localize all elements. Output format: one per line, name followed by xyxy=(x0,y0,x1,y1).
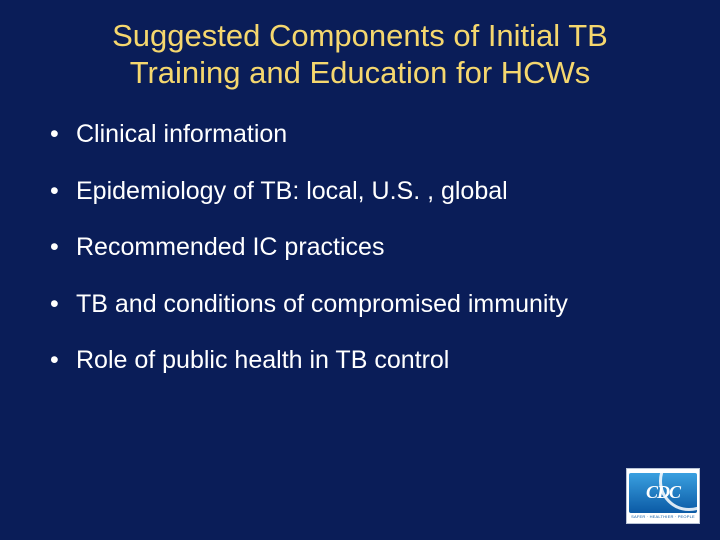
cdc-logo-badge: CDC xyxy=(629,473,697,513)
list-item: Recommended IC practices xyxy=(46,232,680,263)
cdc-logo-text: CDC xyxy=(646,482,680,503)
list-item: Role of public health in TB control xyxy=(46,345,680,376)
slide-title: Suggested Components of Initial TB Train… xyxy=(70,18,650,91)
list-item: Clinical information xyxy=(46,119,680,150)
cdc-logo-tagline: SAFER · HEALTHIER · PEOPLE xyxy=(631,515,695,519)
slide: Suggested Components of Initial TB Train… xyxy=(0,0,720,540)
cdc-logo: CDC SAFER · HEALTHIER · PEOPLE xyxy=(626,468,700,524)
list-item: Epidemiology of TB: local, U.S. , global xyxy=(46,176,680,207)
bullet-list: Clinical information Epidemiology of TB:… xyxy=(40,119,680,376)
list-item: TB and conditions of compromised immunit… xyxy=(46,289,680,320)
